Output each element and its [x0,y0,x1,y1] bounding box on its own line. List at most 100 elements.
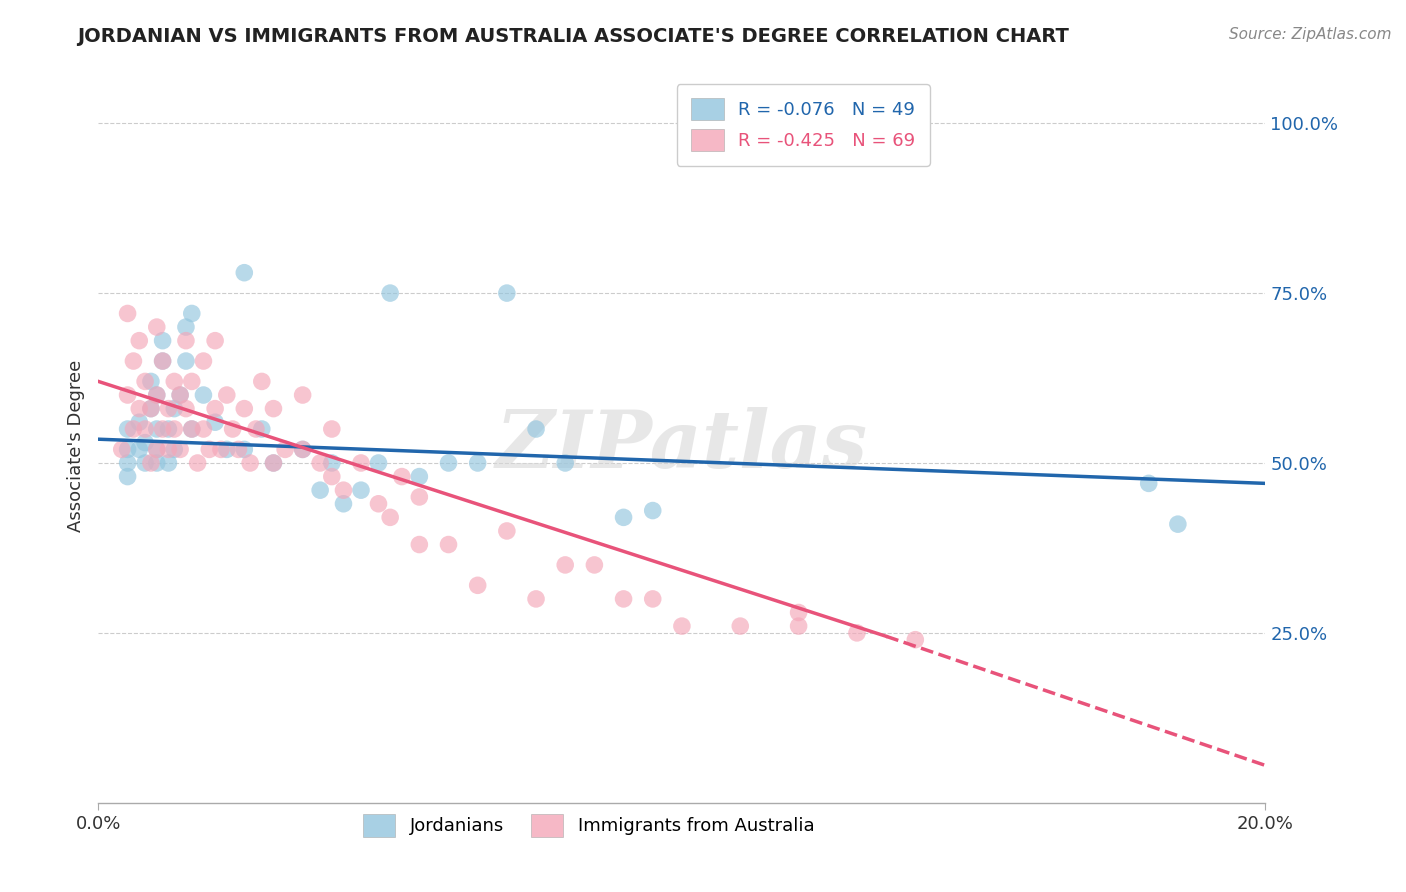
Point [134,435,156,450]
Point [250,422,273,436]
Point [193,388,215,402]
Point [128,401,150,416]
Point [117,306,139,320]
Point [146,442,169,457]
Point [1167,517,1189,532]
Point [291,388,314,402]
Point [391,469,413,483]
Point [437,456,460,470]
Point [730,619,752,633]
Point [180,422,202,436]
Point [350,483,373,498]
Point [134,456,156,470]
Point [163,375,186,389]
Point [157,401,180,416]
Point [204,401,226,416]
Point [437,537,460,551]
Point [111,442,134,457]
Point [139,401,162,416]
Point [228,442,250,457]
Point [152,334,174,348]
Point [117,388,139,402]
Point [321,422,343,436]
Point [612,591,634,606]
Point [641,591,664,606]
Point [193,422,215,436]
Point [163,422,186,436]
Point [496,524,519,538]
Point [904,632,927,647]
Point [198,442,221,457]
Point [174,401,197,416]
Point [117,442,139,457]
Point [204,415,226,429]
Point [134,422,156,436]
Point [174,320,197,334]
Point [157,456,180,470]
Point [163,442,186,457]
Point [139,456,162,470]
Point [139,375,162,389]
Point [641,503,664,517]
Point [122,354,145,368]
Point [233,401,256,416]
Point [187,456,209,470]
Point [163,401,186,416]
Point [583,558,606,572]
Point [169,442,191,457]
Point [262,456,284,470]
Point [117,422,139,436]
Point [146,388,169,402]
Point [467,456,489,470]
Point [117,469,139,483]
Point [408,490,430,504]
Point [152,354,174,368]
Point [309,483,332,498]
Point [157,442,180,457]
Point [122,422,145,436]
Point [215,442,238,457]
Point [554,456,576,470]
Point [239,456,262,470]
Point [146,422,169,436]
Point [146,388,169,402]
Point [128,334,150,348]
Point [291,442,314,457]
Point [128,442,150,457]
Point [787,606,810,620]
Point [380,510,402,524]
Text: Source: ZipAtlas.com: Source: ZipAtlas.com [1229,27,1392,42]
Point [309,456,332,470]
Point [169,388,191,402]
Text: JORDANIAN VS IMMIGRANTS FROM AUSTRALIA ASSOCIATE'S DEGREE CORRELATION CHART: JORDANIAN VS IMMIGRANTS FROM AUSTRALIA A… [77,27,1069,45]
Point [367,456,389,470]
Point [408,469,430,483]
Point [671,619,693,633]
Point [408,537,430,551]
Point [215,388,238,402]
Point [180,375,202,389]
Text: ZIPatlas: ZIPatlas [496,408,868,484]
Point [233,442,256,457]
Point [554,558,576,572]
Point [128,415,150,429]
Point [180,422,202,436]
Point [134,375,156,389]
Point [332,483,354,498]
Point [233,266,256,280]
Point [524,422,547,436]
Point [1137,476,1160,491]
Point [245,422,267,436]
Point [524,591,547,606]
Y-axis label: Associate's Degree: Associate's Degree [66,359,84,533]
Point [274,442,297,457]
Point [250,375,273,389]
Point [262,401,284,416]
Point [262,456,284,470]
Point [146,456,169,470]
Point [367,497,389,511]
Point [139,401,162,416]
Point [117,456,139,470]
Point [152,422,174,436]
Point [174,334,197,348]
